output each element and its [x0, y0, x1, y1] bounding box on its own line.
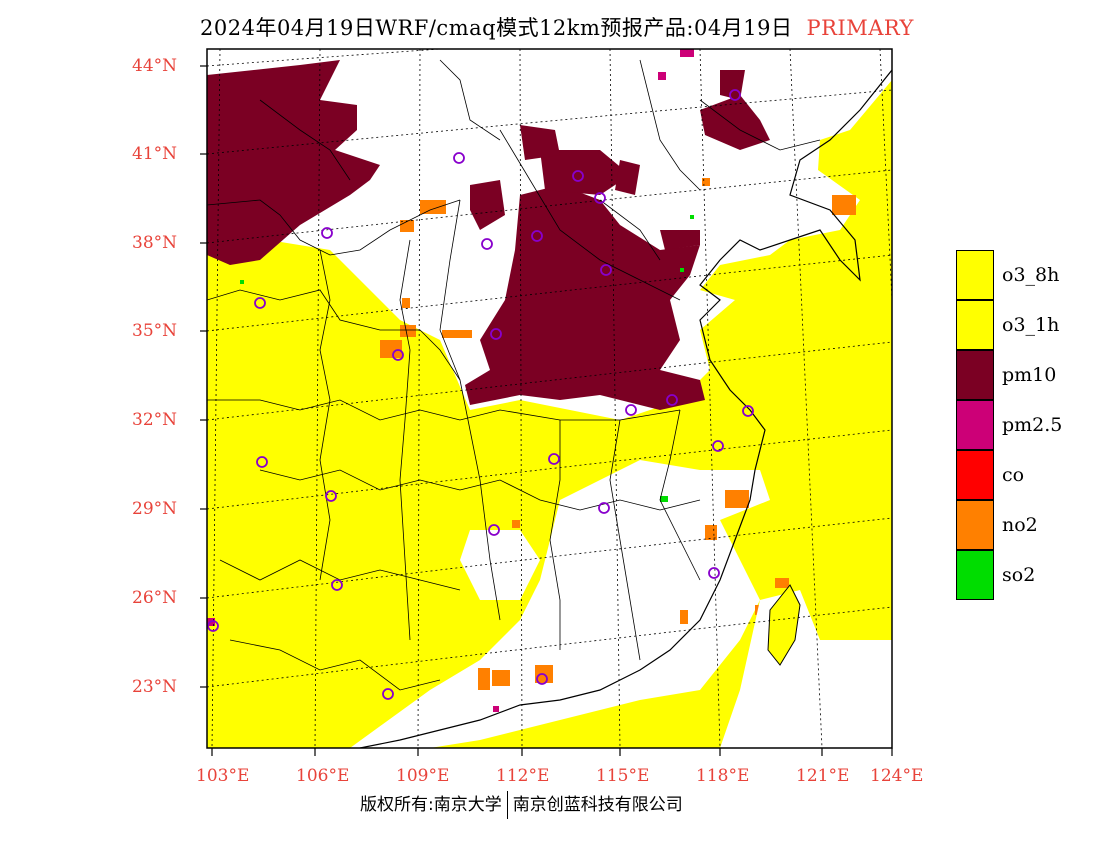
- lat-label-26: 26°N: [132, 588, 178, 608]
- lat-label-44: 44°N: [132, 56, 178, 76]
- lat-label-35: 35°N: [132, 321, 178, 341]
- map-title: 2024年04月19日WRF/cmaq模式12km预报产品:04月19日 PRIM…: [200, 12, 980, 42]
- legend-label: o3_1h: [1002, 314, 1060, 336]
- lat-label-23: 23°N: [132, 677, 178, 697]
- legend-swatch: [956, 500, 994, 550]
- plot-frame: [206, 48, 893, 749]
- lat-label-41: 41°N: [132, 144, 178, 164]
- lat-label-32: 32°N: [132, 410, 178, 430]
- legend-swatch: [956, 400, 994, 450]
- lon-label-103: 103°E: [196, 766, 250, 786]
- so2-regions: [240, 215, 694, 502]
- lat-label-38: 38°N: [132, 233, 178, 253]
- legend-swatch: [956, 550, 994, 600]
- legend-label: co: [1002, 464, 1025, 486]
- copyright-right: 南京创蓝科技有限公司: [512, 795, 683, 815]
- title-tag: PRIMARY: [806, 16, 914, 40]
- legend-label: pm10: [1002, 364, 1057, 386]
- pm10-regions: [207, 60, 770, 410]
- station-markers: [207, 89, 754, 700]
- no2-regions: [380, 178, 856, 690]
- lon-label-106: 106°E: [296, 766, 350, 786]
- lon-label-112: 112°E: [496, 766, 550, 786]
- taiwan-outline: [767, 584, 801, 666]
- lon-label-115: 115°E: [596, 766, 650, 786]
- ocean-clean: [720, 590, 892, 748]
- copyright-left: 版权所有:南京大学: [360, 795, 502, 815]
- axis-ticks: [200, 65, 893, 756]
- legend-swatch: [956, 300, 994, 350]
- lon-label-124: 124°E: [870, 766, 924, 786]
- legend-swatch: [956, 250, 994, 300]
- legend-swatch: [956, 350, 994, 400]
- lat-label-29: 29°N: [132, 499, 178, 519]
- lon-label-118: 118°E: [696, 766, 750, 786]
- title-main: 2024年04月19日WRF/cmaq模式12km预报产品:04月19日: [200, 16, 793, 40]
- legend-label: o3_8h: [1002, 264, 1060, 286]
- graticule: [207, 49, 892, 748]
- legend-swatch: [956, 450, 994, 500]
- legend-label: so2: [1002, 564, 1036, 586]
- lon-label-121: 121°E: [796, 766, 850, 786]
- legend-label: no2: [1002, 514, 1038, 536]
- copyright-footer: 版权所有:南京大学 南京创蓝科技有限公司: [360, 790, 683, 819]
- lon-label-109: 109°E: [396, 766, 450, 786]
- coastline: [359, 69, 892, 748]
- legend-label: pm2.5: [1002, 414, 1063, 436]
- footer-divider: [506, 791, 508, 819]
- province-boundaries: [207, 59, 821, 691]
